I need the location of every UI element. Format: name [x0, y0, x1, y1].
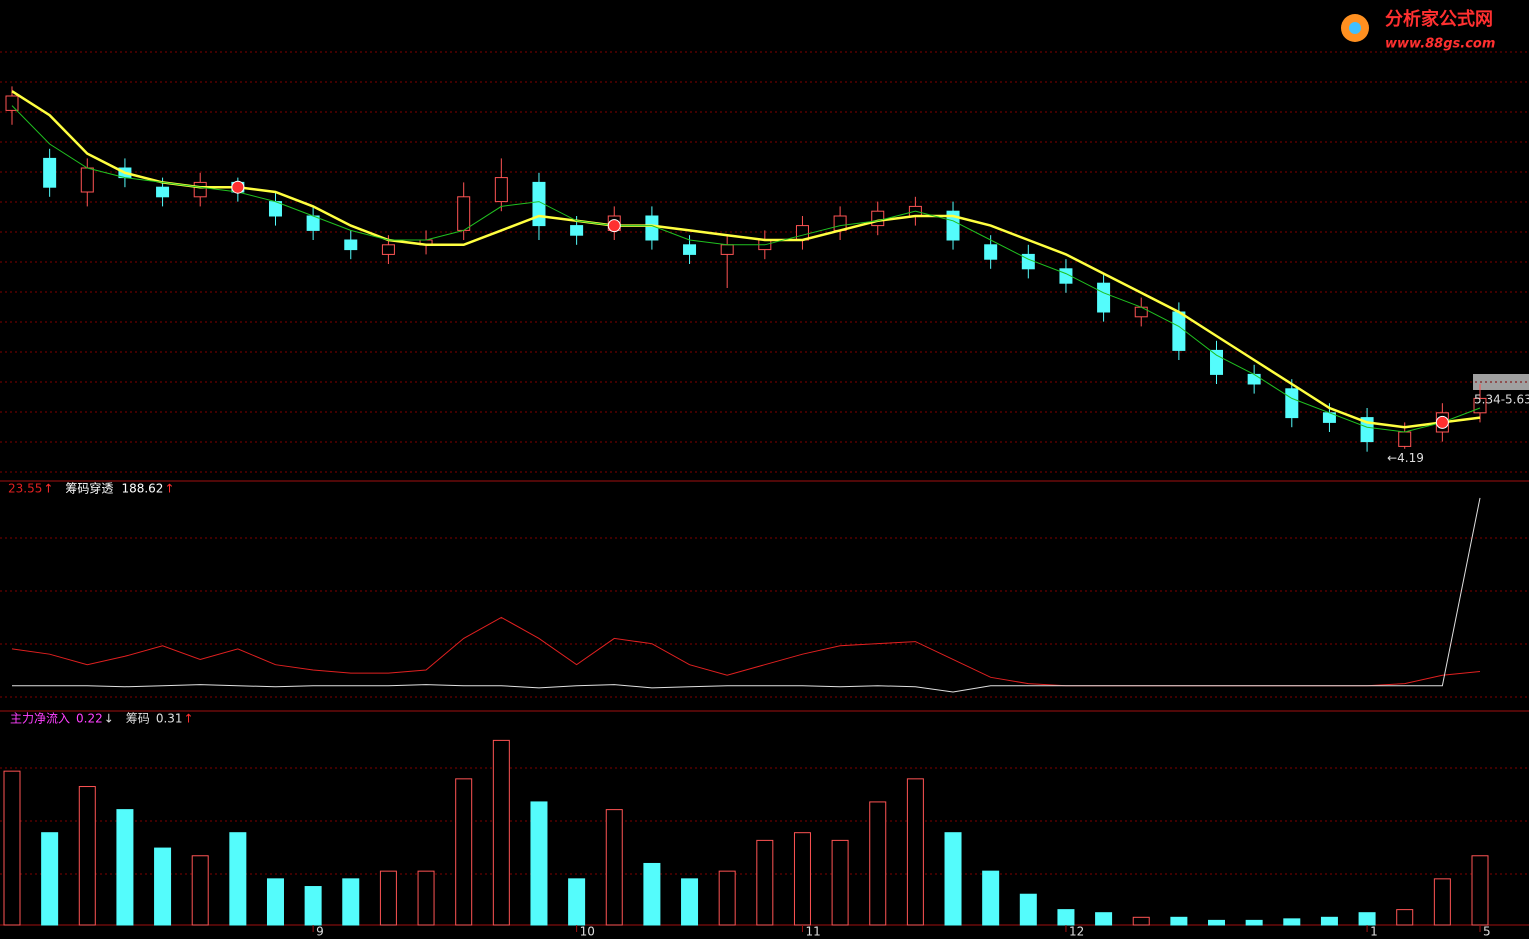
- legend-arrow: ↑: [43, 482, 53, 496]
- volume-bar: [191, 855, 209, 926]
- volume-bar: [906, 778, 924, 926]
- indicator-line: [11, 616, 1481, 687]
- volume-bar: [41, 832, 59, 926]
- volume-bar: [756, 839, 774, 926]
- moving-average: [11, 105, 1481, 433]
- legend-value: 0.22: [76, 712, 103, 726]
- candle-body: [1172, 311, 1186, 351]
- candle-body: [494, 177, 508, 203]
- volume-bar: [1433, 878, 1451, 926]
- volume-bar: [3, 770, 21, 926]
- legend-arrow: ↑: [184, 712, 194, 726]
- legend-name: 筹码: [126, 712, 150, 726]
- volume-bar: [1208, 919, 1226, 926]
- volume-bar: [342, 878, 360, 926]
- moving-average: [11, 90, 1481, 429]
- legend-name: 筹码穿透: [65, 481, 113, 496]
- candle-body: [1134, 306, 1148, 318]
- candle-body: [5, 95, 19, 111]
- candle-body: [80, 167, 94, 193]
- volume-bar: [982, 870, 1000, 926]
- candle-body: [645, 215, 659, 241]
- legend-arrow: ↑: [164, 482, 174, 496]
- candle-body: [344, 239, 358, 251]
- volume-bar: [530, 801, 548, 926]
- legend-value: 0.31: [156, 712, 183, 726]
- volume-bar: [793, 832, 811, 926]
- volume-bar: [1396, 909, 1414, 926]
- logo-url: www.88gs.com: [1385, 37, 1495, 52]
- signal-dot: [231, 180, 245, 194]
- volume-bar: [831, 839, 849, 926]
- volume-bar: [492, 739, 510, 926]
- candle-body: [268, 201, 282, 217]
- legend-value: 23.55: [8, 482, 42, 496]
- volume-bar: [417, 870, 435, 926]
- candle-body: [871, 210, 885, 227]
- x-tick-label: 11: [805, 925, 820, 939]
- candle-body: [1398, 431, 1412, 447]
- candle-body: [683, 244, 697, 255]
- volume-bar: [1471, 855, 1489, 926]
- volume-bar: [1132, 916, 1150, 926]
- candle-body: [720, 244, 734, 255]
- volume-bar: [568, 878, 586, 926]
- volume-bar: [304, 886, 322, 926]
- candle-body: [381, 244, 395, 255]
- volume-bar: [229, 832, 247, 926]
- low-label: ←4.19: [1387, 451, 1424, 465]
- indicator-line: [12, 497, 1481, 693]
- x-tick-label: 5: [1483, 925, 1491, 939]
- x-tick-label: 9: [316, 925, 324, 939]
- volume-bar: [1057, 909, 1075, 926]
- candle-body: [946, 210, 960, 241]
- signal-dot: [607, 219, 621, 233]
- candle-body: [306, 215, 320, 231]
- candle-body: [1247, 373, 1261, 385]
- volume-bar: [1358, 912, 1376, 926]
- logo-title: 分析家公式网: [1385, 8, 1493, 30]
- candle-body: [1097, 282, 1111, 313]
- candle-body: [43, 157, 57, 188]
- range-label: 5.34-5.63: [1474, 393, 1529, 407]
- volume-bar: [1320, 916, 1338, 926]
- candle-body: [1285, 388, 1299, 419]
- volume-bar: [718, 870, 736, 926]
- candle-body: [984, 244, 998, 260]
- volume-bar: [266, 878, 284, 926]
- x-tick-label: 10: [580, 925, 595, 939]
- legend-name: 主力净流入: [10, 712, 70, 726]
- candle-body: [1210, 349, 1224, 375]
- volume-bar: [1170, 916, 1188, 926]
- volume-bar: [116, 809, 134, 926]
- candle-body: [570, 225, 584, 236]
- x-tick-label: 12: [1069, 925, 1084, 939]
- candle-body: [532, 181, 546, 227]
- volume-bar: [944, 832, 962, 926]
- volume-bar: [869, 801, 887, 926]
- legend-value: 188.62: [121, 482, 163, 496]
- volume-bar: [643, 862, 661, 926]
- candle-body: [457, 196, 471, 231]
- volume-bar: [1245, 919, 1263, 926]
- x-tick-label: 1: [1370, 925, 1378, 939]
- volume-bar: [455, 778, 473, 926]
- volume-bar: [78, 786, 96, 926]
- volume-bar: [1095, 912, 1113, 926]
- volume-bar: [1283, 918, 1301, 926]
- candle-body: [156, 186, 170, 198]
- volume-bar: [379, 870, 397, 926]
- logo-icon: [1349, 22, 1361, 34]
- volume-bar: [681, 878, 699, 926]
- signal-dot: [1435, 415, 1449, 429]
- candle-body: [193, 181, 207, 198]
- volume-bar: [1019, 893, 1037, 926]
- volume-bar: [154, 847, 172, 926]
- legend-arrow: ↓: [104, 712, 114, 726]
- volume-bar: [605, 809, 623, 926]
